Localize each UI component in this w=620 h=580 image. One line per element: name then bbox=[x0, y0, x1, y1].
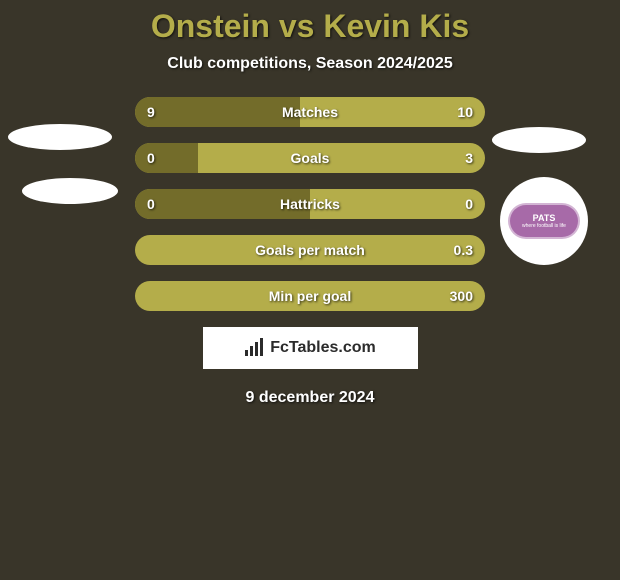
stat-bar: Min per goal 300 bbox=[135, 281, 485, 311]
footer-date: 9 december 2024 bbox=[0, 389, 620, 407]
footer-logo: FcTables.com bbox=[203, 327, 418, 369]
stat-label: Hattricks bbox=[280, 196, 340, 212]
stat-bar: 0 Goals 3 bbox=[135, 143, 485, 173]
stat-right-value: 300 bbox=[450, 288, 473, 304]
stat-bar: 9 Matches 10 bbox=[135, 97, 485, 127]
root-container: Onstein vs Kevin Kis Club competitions, … bbox=[0, 0, 620, 580]
stat-bar: 0 Hattricks 0 bbox=[135, 189, 485, 219]
team-badge: PATSwhere football is life bbox=[508, 203, 580, 239]
stat-bar-left-fill bbox=[135, 97, 300, 127]
subtitle: Club competitions, Season 2024/2025 bbox=[0, 55, 620, 73]
bar-chart-icon bbox=[244, 338, 264, 358]
footer-logo-text: FcTables.com bbox=[270, 339, 376, 357]
stat-bar-left-fill bbox=[135, 143, 198, 173]
stat-right-value: 10 bbox=[457, 104, 473, 120]
stat-label: Min per goal bbox=[269, 288, 351, 304]
stat-label: Matches bbox=[282, 104, 338, 120]
stat-left-value: 9 bbox=[147, 104, 155, 120]
team-badge-circle: PATSwhere football is life bbox=[500, 177, 588, 265]
stat-left-value: 0 bbox=[147, 196, 155, 212]
stat-bar: Goals per match 0.3 bbox=[135, 235, 485, 265]
decorative-ellipse bbox=[22, 178, 118, 204]
stat-right-value: 3 bbox=[465, 150, 473, 166]
decorative-ellipse bbox=[8, 124, 112, 150]
stat-label: Goals per match bbox=[255, 242, 365, 258]
stat-right-value: 0 bbox=[465, 196, 473, 212]
stat-left-value: 0 bbox=[147, 150, 155, 166]
stat-label: Goals bbox=[291, 150, 330, 166]
team-badge-text: PATS bbox=[533, 213, 556, 223]
stat-right-value: 0.3 bbox=[454, 242, 473, 258]
page-title: Onstein vs Kevin Kis bbox=[0, 0, 620, 45]
decorative-ellipse bbox=[492, 127, 586, 153]
stats-bars: 9 Matches 10 0 Goals 3 0 Hattricks 0 Goals per ma… bbox=[135, 97, 485, 311]
team-badge-subtext: where football is life bbox=[522, 223, 566, 229]
